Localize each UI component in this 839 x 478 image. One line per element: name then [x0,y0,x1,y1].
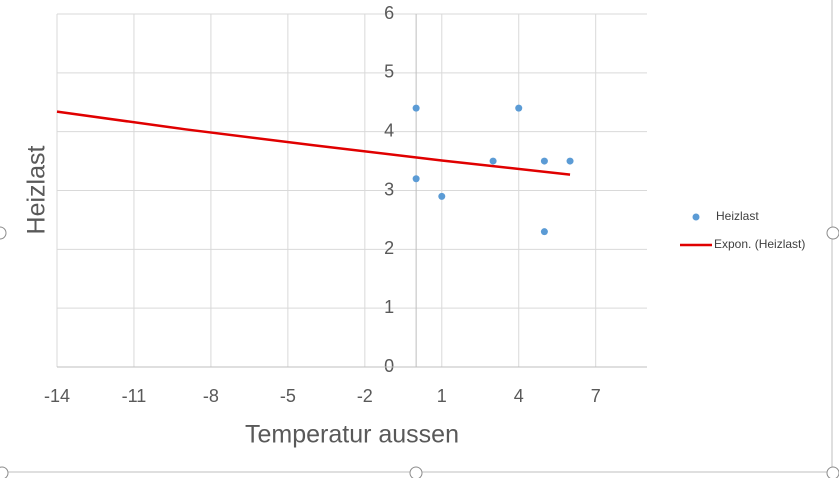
data-point [540,228,548,236]
resize-handle[interactable] [826,466,839,478]
x-axis-title: Temperatur aussen [245,421,459,449]
x-tick-label: -8 [203,386,219,406]
resize-handle[interactable] [409,466,423,478]
y-tick-label: 5 [384,62,394,82]
legend-swatch [692,213,700,221]
resize-handle[interactable] [0,226,7,240]
y-tick-label: 6 [384,3,394,23]
y-axis-title: Heizlast [23,145,51,234]
legend-label: Expon. (Heizlast) [714,237,805,251]
data-point [566,157,574,165]
data-point [540,157,548,165]
y-tick-label: 3 [384,179,394,199]
y-tick-label: 2 [384,238,394,258]
y-tick-label: 4 [384,120,394,140]
data-point [438,192,446,200]
data-point [412,104,420,112]
data-point [515,104,523,112]
x-tick-label: -2 [357,386,373,406]
x-tick-label: 4 [514,386,524,406]
y-tick-label: 1 [384,297,394,317]
data-point [489,157,497,165]
resize-handle[interactable] [826,226,839,240]
x-tick-label: -5 [280,386,296,406]
x-tick-label: -14 [44,386,70,406]
x-tick-label: -11 [122,386,147,406]
trend-line [56,110,571,176]
data-point [412,175,420,183]
x-tick-label: 7 [591,386,601,406]
x-tick-label: 1 [437,386,447,406]
legend-label: Heizlast [716,209,759,223]
y-tick-label: 0 [384,356,394,376]
resize-handle[interactable] [0,466,9,478]
